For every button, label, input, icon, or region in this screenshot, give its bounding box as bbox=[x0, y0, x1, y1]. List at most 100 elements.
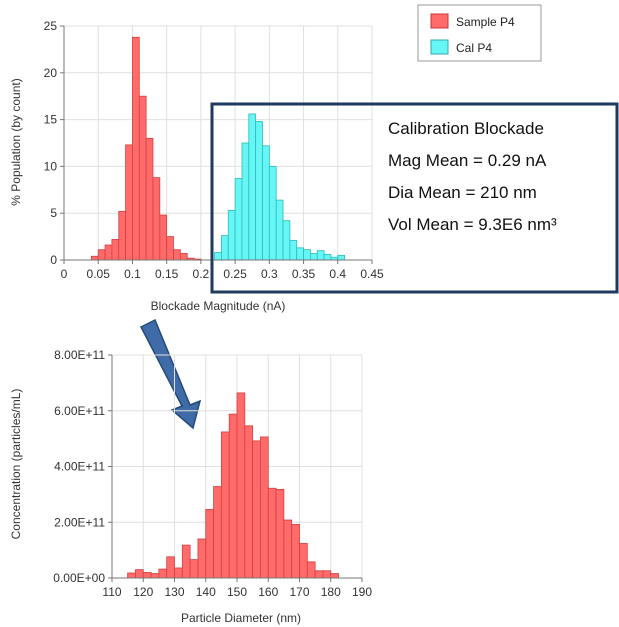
legend-swatch-sample bbox=[430, 13, 449, 29]
histogram-bar bbox=[291, 524, 300, 579]
callout-line-dia-mean: Dia Mean = 210 nm bbox=[388, 183, 537, 202]
callout-frame bbox=[210, 102, 619, 294]
y-axis-title: % Population (by count) bbox=[9, 78, 23, 205]
histogram-bar bbox=[289, 239, 298, 261]
x-tick-label: 130 bbox=[164, 585, 184, 599]
histogram-bar bbox=[135, 569, 144, 579]
histogram-bar bbox=[127, 572, 136, 579]
histogram-bar bbox=[337, 254, 346, 261]
y-tick-labels: 0 5 10 15 20 25 bbox=[44, 19, 58, 267]
histogram-bar bbox=[213, 486, 222, 579]
cal-series bbox=[214, 113, 346, 261]
blockade-histogram: 0 0.05 0.1 0.15 0.2 0.25 0.3 0.35 0.4 0.45 0 5 10 15… bbox=[9, 19, 384, 313]
y-tick-label: 6.00E+11 bbox=[54, 404, 105, 418]
x-tick-label: 0.15 bbox=[155, 267, 179, 281]
histogram-bar bbox=[214, 252, 222, 261]
down-right-arrow-icon bbox=[139, 318, 202, 430]
histogram-bar bbox=[189, 559, 199, 579]
x-tick-label: 0.2 bbox=[193, 267, 210, 281]
legend-swatch-cal bbox=[430, 39, 449, 55]
histogram-bar bbox=[323, 253, 332, 261]
legend-label-cal: Cal P4 bbox=[456, 41, 492, 55]
x-axis-title: Blockade Magnitude (nA) bbox=[151, 299, 286, 313]
histogram-bar bbox=[104, 244, 113, 261]
histogram-bar bbox=[262, 145, 270, 261]
histogram-bar bbox=[174, 567, 183, 579]
histogram-bar bbox=[268, 165, 277, 261]
callout-line-vol-mean: Vol Mean = 9.3E6 nm³ bbox=[388, 215, 557, 234]
y-tick-label: 0.00E+00 bbox=[53, 571, 105, 585]
y-axis-title: Concentration (particles/mL) bbox=[9, 389, 23, 540]
x-tick-label: 0 bbox=[61, 267, 68, 281]
x-tick-labels: 0 0.05 0.1 0.15 0.2 0.25 0.3 0.35 0.4 0.45 bbox=[61, 267, 384, 281]
histogram-bar bbox=[299, 543, 308, 579]
histogram-bar bbox=[150, 573, 160, 579]
histogram-bar bbox=[330, 573, 339, 579]
histogram-bar bbox=[255, 121, 263, 261]
histogram-bar bbox=[282, 220, 291, 261]
x-tick-label: 160 bbox=[258, 585, 278, 599]
histogram-bar bbox=[166, 236, 174, 261]
x-tick-label: 170 bbox=[289, 585, 309, 599]
axes bbox=[108, 354, 363, 582]
histogram-bar bbox=[138, 95, 147, 261]
x-tick-label: 0.45 bbox=[360, 267, 384, 281]
x-tick-label: 0.1 bbox=[124, 267, 141, 281]
histogram-bar bbox=[314, 570, 324, 579]
histogram-bar bbox=[179, 253, 188, 261]
y-tick-labels: 0.00E+00 2.00E+11 4.00E+11 6.00E+11 8.00E+11 bbox=[53, 348, 105, 585]
x-tick-label: 0.05 bbox=[87, 267, 111, 281]
histogram-bar bbox=[97, 249, 106, 261]
histogram-bar bbox=[152, 177, 161, 261]
histogram-bar bbox=[197, 538, 207, 579]
histogram-bar bbox=[221, 235, 229, 261]
callout-line-title: Calibration Blockade bbox=[388, 119, 544, 138]
y-tick-label: 8.00E+11 bbox=[54, 348, 105, 362]
histogram-bar bbox=[173, 249, 181, 261]
y-tick-label: 25 bbox=[44, 19, 58, 33]
axes bbox=[60, 25, 373, 264]
sample-series bbox=[127, 392, 339, 579]
histogram-bar bbox=[158, 568, 168, 579]
legend: Sample P4 Cal P4 bbox=[417, 4, 542, 62]
x-tick-label: 0.35 bbox=[292, 267, 316, 281]
callout-line-mag-mean: Mag Mean = 0.29 nA bbox=[388, 151, 547, 170]
histogram-bar bbox=[132, 36, 140, 261]
x-tick-labels: 110 120 130 140 150 160 170 180 190 bbox=[102, 585, 372, 599]
histogram-bar bbox=[306, 561, 316, 579]
histogram-bar bbox=[145, 137, 154, 261]
x-tick-label: 110 bbox=[102, 585, 121, 599]
histogram-bar bbox=[159, 214, 168, 261]
calibration-callout: Calibration Blockade Mag Mean = 0.29 nA … bbox=[210, 102, 619, 294]
x-tick-label: 180 bbox=[321, 585, 341, 599]
histogram-bar bbox=[234, 178, 243, 261]
histogram-bar bbox=[296, 247, 304, 261]
diameter-histogram: 110 120 130 140 150 160 170 180 190 0.00E+00 2.00… bbox=[9, 348, 372, 625]
y-tick-label: 5 bbox=[50, 206, 57, 220]
histogram-bar bbox=[125, 144, 133, 261]
x-tick-label: 140 bbox=[196, 585, 216, 599]
histogram-bar bbox=[252, 440, 261, 579]
histogram-bar bbox=[244, 425, 254, 579]
y-tick-label: 20 bbox=[44, 66, 58, 80]
histogram-bar bbox=[303, 249, 311, 261]
x-axis-title: Particle Diameter (nm) bbox=[181, 611, 301, 625]
histogram-bar bbox=[220, 431, 230, 579]
histogram-bar bbox=[316, 250, 325, 261]
histogram-bar bbox=[322, 570, 332, 579]
histogram-bar bbox=[260, 436, 269, 579]
x-tick-label: 190 bbox=[352, 585, 372, 599]
histogram-bar bbox=[241, 142, 250, 261]
histogram-bar bbox=[275, 488, 285, 579]
x-tick-label: 0.3 bbox=[261, 267, 278, 281]
histogram-bar bbox=[267, 487, 277, 579]
histogram-bar bbox=[248, 113, 257, 261]
histogram-bar bbox=[181, 544, 191, 579]
y-tick-label: 10 bbox=[44, 159, 58, 173]
x-tick-label: 150 bbox=[227, 585, 247, 599]
histogram-bar bbox=[309, 253, 318, 261]
histogram-bar bbox=[228, 413, 238, 579]
y-tick-label: 4.00E+11 bbox=[54, 460, 105, 474]
x-tick-label: 0.4 bbox=[329, 267, 346, 281]
